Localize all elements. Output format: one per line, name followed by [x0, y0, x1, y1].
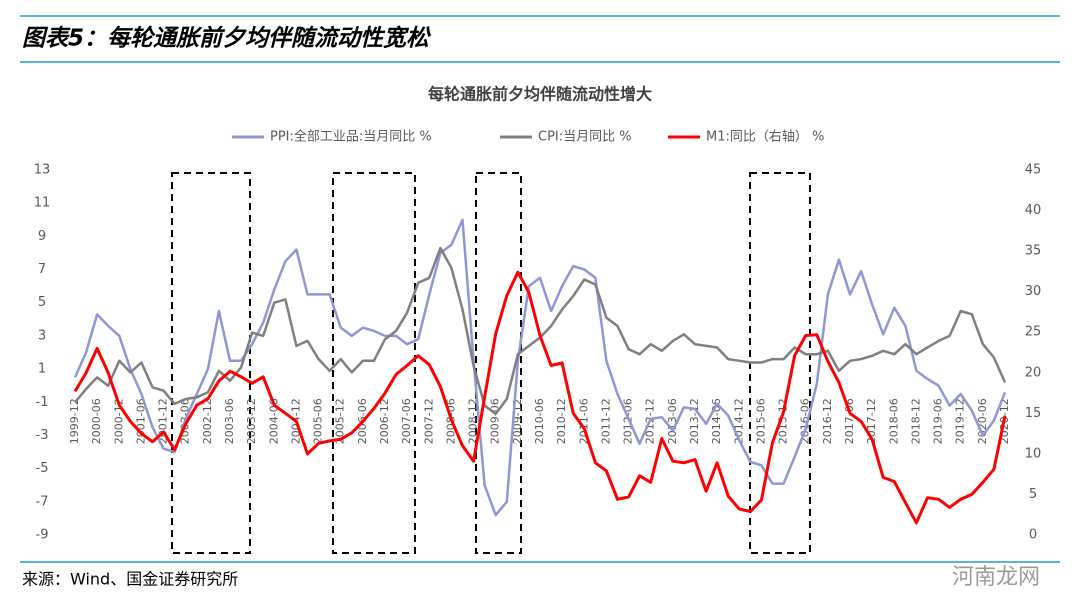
highlight-box: [332, 172, 416, 554]
y2-tick-label: 5: [1029, 487, 1037, 502]
x-tick-label: 2019-06: [932, 398, 945, 444]
x-tick-label: 2011-12: [599, 398, 612, 444]
y2-tick-label: 15: [1025, 406, 1042, 421]
x-tick-label: 2005-12: [334, 398, 347, 444]
x-tick-label: 2013-06: [666, 398, 679, 444]
x-tick-label: 2001-12: [157, 398, 170, 444]
y-tick-label: 5: [38, 295, 46, 310]
x-tick-label: 2007-12: [422, 398, 435, 444]
series-line: [73, 218, 1007, 517]
x-tick-label: 2004-06: [267, 398, 280, 444]
x-tick-label: 2015-06: [754, 398, 767, 444]
y-tick-label: 3: [38, 328, 46, 343]
legend-label: CPI:当月同比 %: [538, 130, 632, 145]
x-tick-label: 2016-12: [821, 398, 834, 444]
x-tick-label: 2007-06: [400, 398, 413, 444]
y2-tick-label: 35: [1025, 244, 1042, 259]
y2-tick-label: 10: [1025, 446, 1042, 461]
y-tick-label: 9: [38, 229, 46, 244]
x-tick-label: 2016-06: [799, 398, 812, 444]
x-tick-label: 2008-12: [467, 398, 480, 444]
x-tick-label: 2013-12: [688, 398, 701, 444]
legend-label: PPI:全部工业品:当月同比 %: [270, 129, 432, 145]
y2-tick-label: 30: [1025, 284, 1042, 299]
highlight-box: [475, 172, 522, 554]
y2-tick-label: 45: [1025, 163, 1042, 178]
chart-title: 每轮通胀前夕均伴随流动性增大: [428, 85, 652, 104]
y-tick-label: -5: [36, 461, 49, 476]
y-tick-label: -7: [36, 494, 49, 509]
source: 来源：Wind、国金证券研究所: [22, 570, 238, 589]
y2-tick-label: 0: [1029, 528, 1037, 543]
y-tick-label: 11: [34, 196, 51, 211]
x-tick-label: 2009-06: [489, 398, 502, 444]
x-tick-label: 2018-06: [887, 398, 900, 444]
highlight-box: [171, 172, 251, 554]
x-tick-label: 2010-12: [555, 398, 568, 444]
x-tick-label: 2000-06: [90, 398, 103, 444]
y-tick-label: -1: [36, 395, 49, 410]
header-title: 图表5：每轮通胀前夕均伴随流动性宽松: [22, 25, 432, 52]
x-tick-label: 2002-12: [201, 398, 214, 444]
x-tick-label: 2010-06: [533, 398, 546, 444]
x-tick-label: 2017-06: [843, 398, 856, 444]
y-tick-label: -3: [36, 428, 49, 443]
x-tick-label: 2015-12: [777, 398, 790, 444]
x-tick-label: 1999-12: [68, 398, 81, 444]
x-tick-label: 2018-12: [909, 398, 922, 444]
x-tick-label: 2019-12: [954, 398, 967, 444]
y-tick-label: 1: [38, 362, 46, 377]
watermark: 河南龙网: [952, 565, 1040, 590]
x-tick-label: 2006-12: [378, 398, 391, 444]
x-tick-label: 2005-06: [312, 398, 325, 444]
y-tick-label: 13: [34, 163, 51, 178]
x-tick-label: 2003-06: [223, 398, 236, 444]
legend-label: M1:同比（右轴） %: [706, 130, 824, 145]
series-line: [73, 270, 1007, 525]
y-tick-label: -9: [36, 528, 49, 543]
y2-tick-label: 25: [1025, 325, 1042, 340]
y-tick-label: 7: [38, 262, 46, 277]
x-tick-label: 2001-06: [134, 398, 147, 444]
y2-tick-label: 20: [1025, 365, 1042, 380]
x-tick-label: 2003-12: [245, 398, 258, 444]
y2-tick-label: 40: [1025, 203, 1042, 218]
